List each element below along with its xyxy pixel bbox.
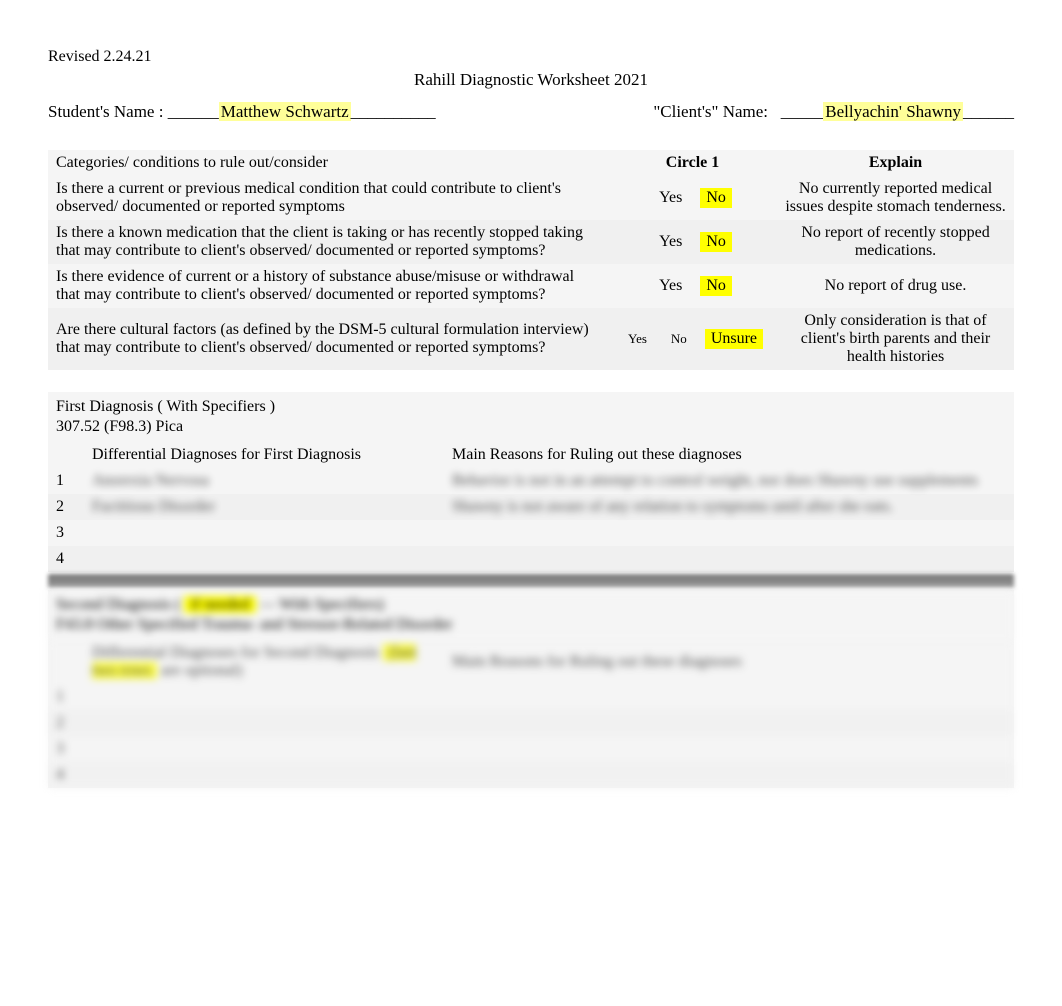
option-yes[interactable]: Yes [653, 232, 688, 252]
underline: ______ [963, 102, 1014, 121]
row-number: 4 [48, 546, 84, 572]
diff-row: 1 [48, 684, 1014, 710]
ruling-reason [444, 520, 1014, 546]
second-diff-table: Differential Diagnoses for Second Diagno… [48, 640, 1014, 788]
first-diagnosis-heading: First Diagnosis ( With Specifiers ) [56, 398, 1006, 416]
row-number: 1 [48, 468, 84, 494]
explain-cell: No report of drug use. [777, 264, 1014, 308]
explain-cell: Only consideration is that of client's b… [777, 308, 1014, 370]
category-row: Is there a known medication that the cli… [48, 220, 1014, 264]
text: Differential Diagnoses for Second Diagno… [92, 644, 379, 661]
diff-row: 4 [48, 546, 1014, 572]
differential-diagnosis [84, 546, 444, 572]
col-header-circle: Circle 1 [608, 150, 777, 176]
ruling-reason [444, 546, 1014, 572]
category-question: Is there evidence of current or a histor… [48, 264, 608, 308]
first-diff-table: Differential Diagnoses for First Diagnos… [48, 442, 1014, 572]
differential-diagnosis: Factitious Disorder [84, 494, 444, 520]
ruling-reason [444, 736, 1014, 762]
row-number: 1 [48, 684, 84, 710]
client-name-field: "Client's" Name: _____Bellyachin' Shawny… [653, 102, 1014, 122]
category-question: Is there a current or previous medical c… [48, 176, 608, 220]
student-name-value: Matthew Schwartz [219, 102, 351, 121]
category-row: Is there a current or previous medical c… [48, 176, 1014, 220]
row-number: 3 [48, 520, 84, 546]
ruling-reason [444, 762, 1014, 788]
category-question: Is there a known medication that the cli… [48, 220, 608, 264]
differential-diagnosis [84, 684, 444, 710]
option-yes[interactable]: Yes [622, 330, 653, 348]
row-number: 2 [48, 494, 84, 520]
col-header-explain: Explain [777, 150, 1014, 176]
ruling-reason: Behavior is not in an attempt to control… [444, 468, 1014, 494]
diff-row: 4 [48, 762, 1014, 788]
circle-cell: Yes No [608, 220, 777, 264]
differential-diagnosis [84, 520, 444, 546]
ruling-reason [444, 684, 1014, 710]
diff-header: Differential Diagnoses for First Diagnos… [84, 442, 444, 468]
option-no[interactable]: No [700, 232, 732, 252]
row-number: 3 [48, 736, 84, 762]
differential-diagnosis [84, 710, 444, 736]
col-header-categories: Categories/ conditions to rule out/consi… [48, 150, 608, 176]
highlighted-text: if needed [184, 596, 255, 613]
diff-row: 2 [48, 710, 1014, 736]
reason-header-2: Main Reasons for Ruling out these diagno… [444, 640, 1014, 684]
client-label: "Client's" Name: [653, 102, 768, 121]
reason-header: Main Reasons for Ruling out these diagno… [444, 442, 1014, 468]
explain-cell: No currently reported medical issues des… [777, 176, 1014, 220]
second-diagnosis-code: F43.8 Other Specified Trauma- and Stress… [56, 616, 1006, 634]
category-question: Are there cultural factors (as defined b… [48, 308, 608, 370]
category-row: Are there cultural factors (as defined b… [48, 308, 1014, 370]
first-diagnosis-code: 307.52 (F98.3) Pica [56, 418, 1006, 436]
student-name-field: Student's Name : ______Matthew Schwartz_… [48, 102, 436, 122]
category-row: Is there evidence of current or a histor… [48, 264, 1014, 308]
second-diagnosis-section: Second Diagnosis ( if needed — With Spec… [48, 590, 1014, 788]
diff-row: 3 [48, 736, 1014, 762]
circle-cell: Yes No [608, 264, 777, 308]
circle-cell: Yes No Unsure [608, 308, 777, 370]
option-unsure[interactable]: Unsure [705, 329, 763, 349]
option-no[interactable]: No [700, 276, 732, 296]
differential-diagnosis: Anorexia Nervosa [84, 468, 444, 494]
document-title: Rahill Diagnostic Worksheet 2021 [48, 70, 1014, 90]
revised-date: Revised 2.24.21 [48, 48, 1014, 66]
client-name-value: Bellyachin' Shawny [823, 102, 963, 121]
option-yes[interactable]: Yes [653, 188, 688, 208]
explain-cell: No report of recently stopped medication… [777, 220, 1014, 264]
student-label: Student's Name : [48, 102, 163, 121]
diff-row: 1Anorexia NervosaBehavior is not in an a… [48, 468, 1014, 494]
underline: ______ [163, 102, 218, 121]
second-diagnosis-heading: Second Diagnosis ( if needed — With Spec… [56, 596, 1006, 614]
categories-table: Categories/ conditions to rule out/consi… [48, 150, 1014, 370]
option-no[interactable]: No [665, 330, 693, 348]
text: are optional) [161, 662, 242, 679]
circle-cell: Yes No [608, 176, 777, 220]
row-number: 4 [48, 762, 84, 788]
option-yes[interactable]: Yes [653, 276, 688, 296]
ruling-reason: Shawny is not aware of any relation to s… [444, 494, 1014, 520]
section-divider [48, 574, 1014, 588]
differential-diagnosis [84, 762, 444, 788]
underline: __________ [351, 102, 436, 121]
diff-header-2: Differential Diagnoses for Second Diagno… [84, 640, 444, 684]
underline: _____ [768, 102, 823, 121]
ruling-reason [444, 710, 1014, 736]
diff-row: 2Factitious DisorderShawny is not aware … [48, 494, 1014, 520]
differential-diagnosis [84, 736, 444, 762]
option-no[interactable]: No [700, 188, 732, 208]
first-diagnosis-section: First Diagnosis ( With Specifiers ) 307.… [48, 392, 1014, 572]
names-row: Student's Name : ______Matthew Schwartz_… [48, 102, 1014, 122]
diff-row: 3 [48, 520, 1014, 546]
text: Second Diagnosis ( [56, 596, 180, 613]
row-number: 2 [48, 710, 84, 736]
text: — With Specifiers) [260, 596, 384, 613]
